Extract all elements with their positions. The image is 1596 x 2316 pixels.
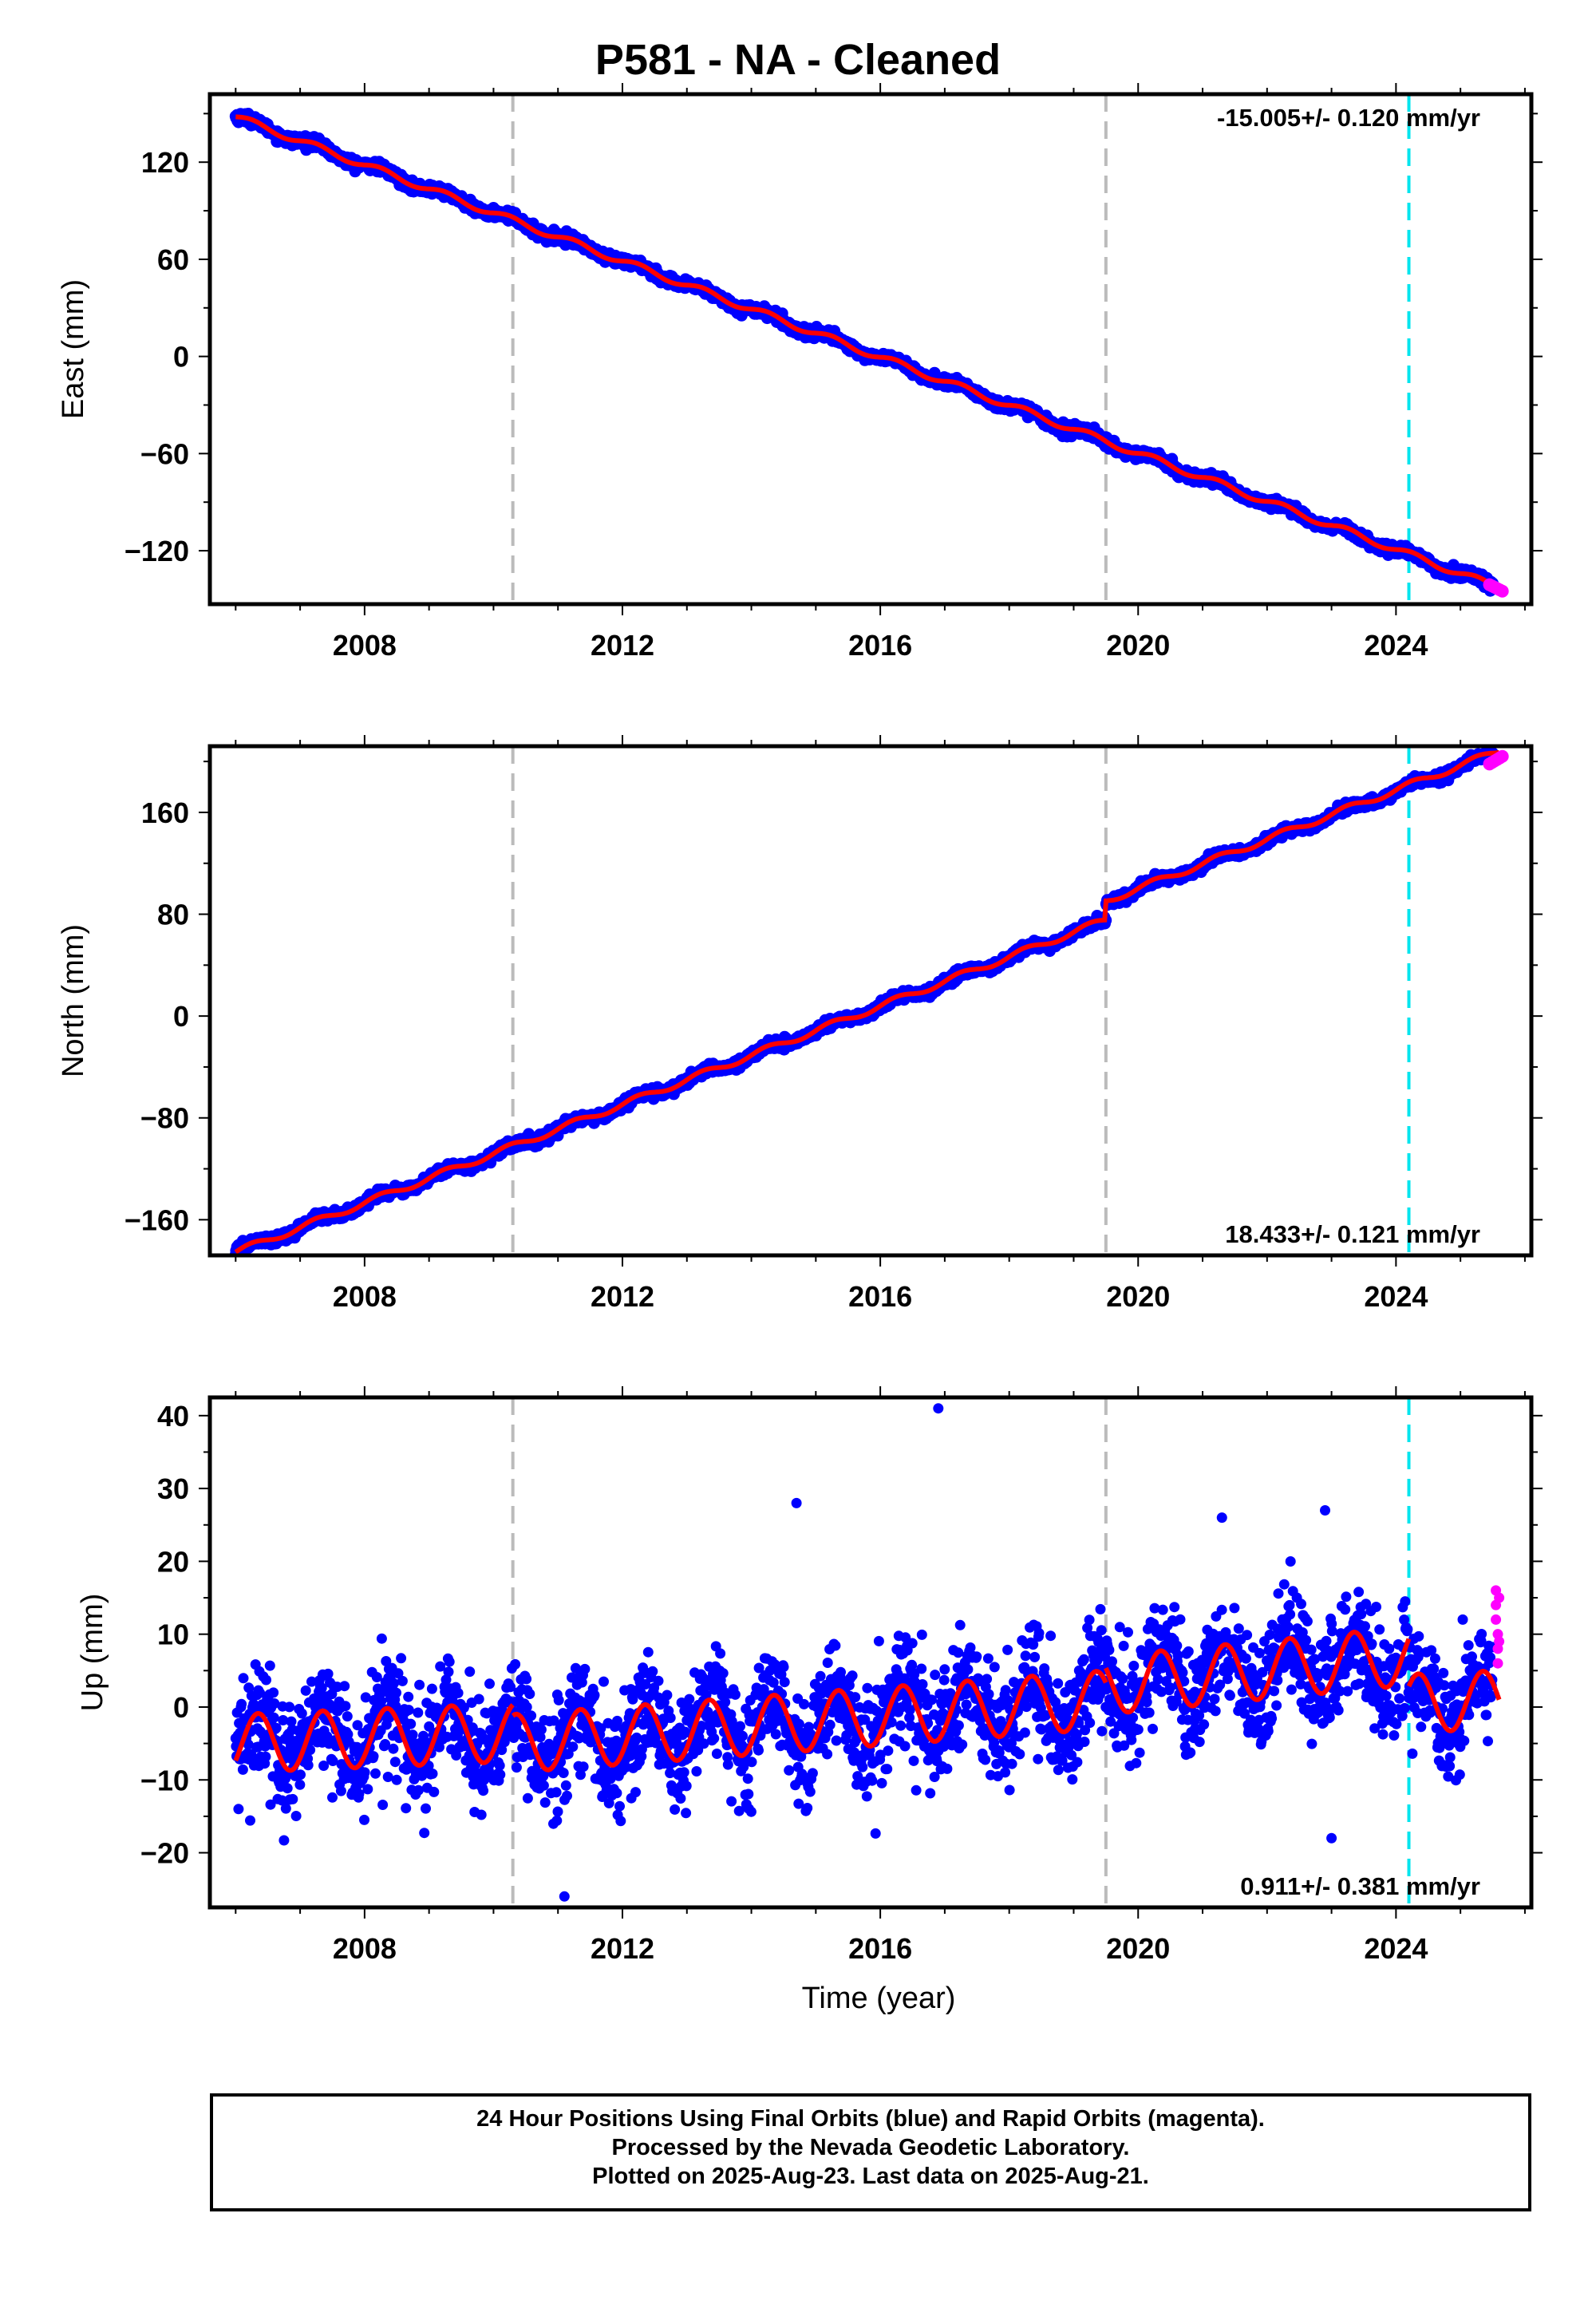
x-tick-label: 2012 [591, 1280, 654, 1313]
model-curve [235, 114, 1501, 592]
footer-line-1: 24 Hour Positions Using Final Orbits (bl… [476, 2106, 1265, 2132]
x-tick-label: 2016 [848, 629, 912, 662]
outlier-point [1320, 1504, 1331, 1516]
y-tick-label: 120 [141, 146, 189, 179]
model-curve [234, 749, 1499, 1255]
outlier-point [1326, 1832, 1337, 1844]
x-tick-label: 2008 [333, 1932, 397, 1965]
model-curve [233, 1630, 1502, 1773]
y-tick-label: 0 [173, 1691, 189, 1724]
y-tick-label: −120 [124, 535, 189, 567]
x-tick-label: 2016 [848, 1280, 912, 1313]
y-tick-label: 80 [157, 899, 189, 931]
y-tick-label: 10 [157, 1618, 189, 1651]
chart-title: P581 - NA - Cleaned [595, 36, 1001, 84]
outlier-point [559, 1891, 570, 1902]
y-tick-label: −60 [140, 437, 189, 470]
plot-frame [207, 92, 1534, 607]
plot-frame [207, 744, 1534, 1258]
outlier-point [1216, 1512, 1227, 1524]
y-tick-label: 20 [157, 1545, 189, 1578]
footer-line-3: Plotted on 2025-Aug-23. Last data on 202… [592, 2164, 1149, 2189]
x-axis-label: Time (year) [802, 1982, 956, 2015]
y-tick-label: 60 [157, 243, 189, 276]
data-points [229, 108, 1509, 598]
rapid-orbit-point [1492, 1658, 1503, 1669]
y-axis-label: East (mm) [57, 279, 90, 419]
rapid-orbit-point [1495, 584, 1509, 598]
plot-frame [207, 1395, 1534, 1910]
footer-box: 24 Hour Positions Using Final Orbits (bl… [210, 2093, 1531, 2211]
x-tick-label: 2020 [1106, 1280, 1170, 1313]
rapid-orbit-point [1494, 1636, 1505, 1647]
y-tick-label: −10 [140, 1764, 189, 1796]
y-tick-label: −160 [124, 1203, 189, 1236]
data-points [229, 746, 1509, 1255]
final-orbit-points [230, 1556, 1499, 1846]
x-tick-label: 2008 [333, 629, 397, 662]
data-points [230, 1403, 1505, 1902]
x-tick-label: 2024 [1364, 629, 1428, 662]
x-tick-label: 2008 [333, 1280, 397, 1313]
y-tick-label: −20 [140, 1837, 189, 1870]
x-tick-label: 2016 [848, 1932, 912, 1965]
y-tick-label: 0 [173, 341, 189, 373]
y-axis-label: North (mm) [57, 924, 90, 1077]
x-tick-label: 2012 [591, 1932, 654, 1965]
outlier-point [791, 1497, 802, 1508]
y-tick-label: 160 [141, 796, 189, 829]
rate-label: 0.911+/- 0.381 mm/yr [1240, 1872, 1480, 1900]
rapid-orbit-point [1495, 749, 1509, 763]
panel-east: 2008 2012 2016 2020 2024 −120 −60 0 60 120 East (m… [57, 83, 1543, 662]
rate-label: -15.005+/- 0.120 mm/yr [1217, 104, 1480, 132]
y-axis-label: Up (mm) [76, 1594, 109, 1712]
x-tick-label: 2012 [591, 629, 654, 662]
y-tick-label: 30 [157, 1472, 189, 1505]
y-tick-label: −80 [140, 1102, 189, 1135]
x-tick-label: 2020 [1106, 1932, 1170, 1965]
x-tick-label: 2024 [1364, 1280, 1428, 1313]
rate-label: 18.433+/- 0.121 mm/yr [1225, 1220, 1480, 1248]
outlier-point [933, 1403, 944, 1414]
y-tick-label: 0 [173, 1000, 189, 1033]
rapid-orbit-point [1491, 1614, 1502, 1625]
rapid-orbit-point [1494, 1592, 1505, 1603]
panel-up: 2008 2012 2016 2020 2024 −20 −10 0 10 20 30 40 Up (m… [76, 1386, 1543, 2015]
x-tick-label: 2020 [1106, 629, 1170, 662]
panel-north: 2008 2012 2016 2020 2024 −160 −80 0 80 160 North (… [57, 735, 1543, 1313]
x-tick-label: 2024 [1364, 1932, 1428, 1965]
footer-line-2: Processed by the Nevada Geodetic Laborat… [611, 2135, 1130, 2160]
y-tick-label: 40 [157, 1400, 189, 1433]
